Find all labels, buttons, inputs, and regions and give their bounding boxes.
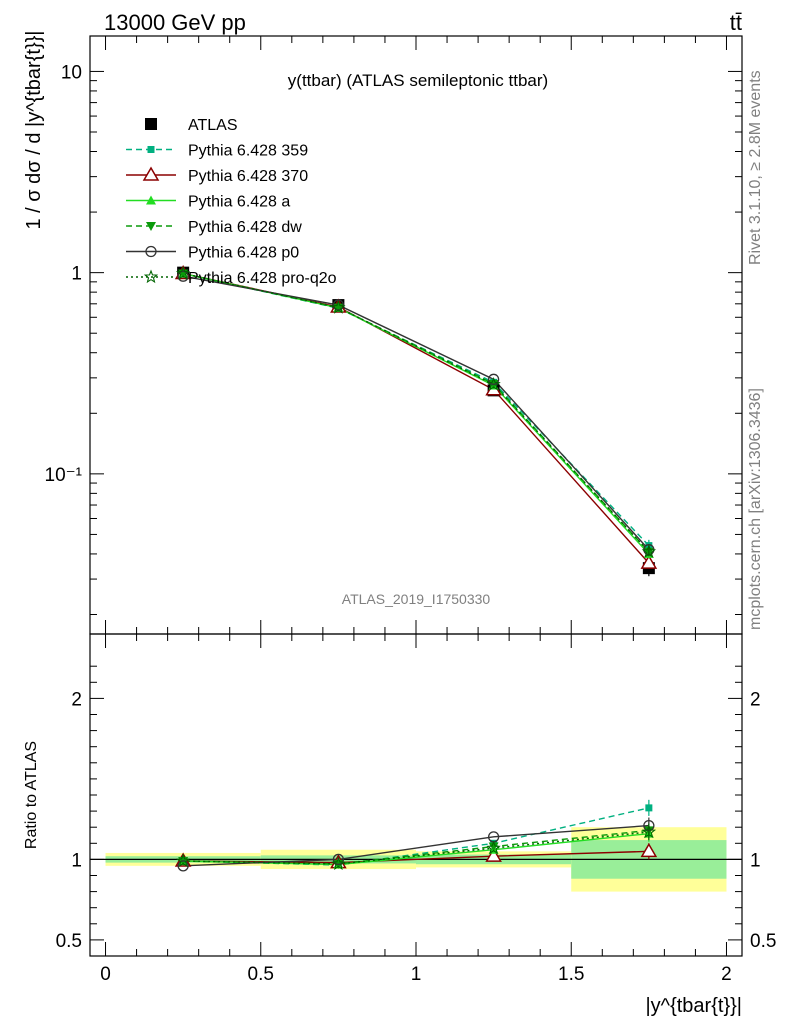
main-series-line xyxy=(182,272,650,555)
legend-marker xyxy=(143,269,159,284)
legend: ATLAS Pythia 6.428 359 Pythia 6.428 370 Pyt… xyxy=(126,117,337,287)
main-y-tick-label: 10⁻¹ xyxy=(45,465,83,486)
ratio-data-point xyxy=(488,842,499,852)
main-series-line xyxy=(182,272,650,553)
legend-label: ATLAS xyxy=(188,117,238,134)
legend-label: Pythia 6.428 dw xyxy=(188,219,302,236)
main-ylabel: 1 / σ dσ / d |y^{tbar{t}}| xyxy=(23,30,45,229)
analysis-watermark: ATLAS_2019_I1750330 xyxy=(342,591,491,607)
main-series-line xyxy=(182,272,650,547)
rivet-label: Rivet 3.1.10, ≥ 2.8M events xyxy=(747,70,764,265)
main-series-line xyxy=(183,275,650,551)
ratio-data-point xyxy=(485,847,502,862)
ratio-ylabel: Ratio to ATLAS xyxy=(23,741,40,849)
main-panel: 10 1 10⁻¹ y(ttbar) (ATLAS semileptonic ttb… xyxy=(23,30,743,635)
main-y-tick-label: 1 xyxy=(71,264,82,285)
main-series-line xyxy=(182,272,650,564)
main-data-point xyxy=(175,266,191,280)
legend-label: Pythia 6.428 359 xyxy=(188,143,308,160)
ratio-series-line xyxy=(183,824,649,867)
legend-marker xyxy=(142,166,160,181)
ratio-y-tick-label-right: 0.5 xyxy=(750,931,776,952)
header-left: 13000 GeV pp xyxy=(104,10,246,35)
ratio-y-tick-label: 0.5 xyxy=(56,931,82,952)
main-data-point xyxy=(487,373,500,385)
ratio-data-point xyxy=(486,840,501,855)
ratio-series-line xyxy=(183,829,649,865)
legend-label: Pythia 6.428 p0 xyxy=(188,245,299,262)
legend-label: Pythia 6.428 a xyxy=(188,194,290,211)
main-series-line xyxy=(182,272,650,553)
ratio-series-line xyxy=(183,807,650,866)
legend-marker xyxy=(146,222,156,231)
x-tick-label: 0.5 xyxy=(248,964,274,985)
x-tick-label: 0 xyxy=(100,964,111,985)
ratio-data-point xyxy=(331,856,346,871)
main-data-point xyxy=(177,270,189,282)
header-right: tt̄ xyxy=(730,10,742,35)
legend-label: Pythia 6.428 pro-q2o xyxy=(188,270,337,287)
ratio-y-tick-label-right: 2 xyxy=(750,689,761,710)
ratio-data-point xyxy=(332,853,345,866)
ratio-data-point xyxy=(177,860,189,872)
legend-label: Pythia 6.428 370 xyxy=(188,168,308,185)
main-y-tick-label: 10 xyxy=(61,62,82,83)
legend-marker xyxy=(145,118,157,130)
ratio-data-point xyxy=(640,842,658,858)
main-data-point xyxy=(331,300,346,314)
main-series-line xyxy=(183,273,649,568)
main-data-point xyxy=(486,376,501,391)
x-axis-label: |y^{tbar{t}}| xyxy=(645,995,742,1017)
ratio-y-tick-label: 2 xyxy=(71,689,82,710)
mcplots-label: mcplots.cern.ch [arXiv:1306.3436] xyxy=(747,388,764,630)
main-data-point xyxy=(640,554,658,569)
ratio-data-point xyxy=(641,824,657,839)
main-title: y(ttbar) (ATLAS semileptonic ttbar) xyxy=(288,71,548,90)
main-data-point xyxy=(641,544,657,558)
ratio-frame xyxy=(89,633,743,957)
x-tick-label: 1.5 xyxy=(558,964,584,985)
ratio-panel: 0.5 0.5 1 1 2 2 0 0.5 1 1.5 2 Ratio to ATLAS |y^{t… xyxy=(23,633,776,1017)
ratio-data-point xyxy=(645,804,653,812)
x-tick-label: 1 xyxy=(411,964,422,985)
ratio-y-tick-label-right: 1 xyxy=(750,850,761,871)
legend-marker xyxy=(146,195,156,205)
legend-marker xyxy=(145,245,157,258)
ratio-data-point xyxy=(175,853,191,868)
x-tick-label: 2 xyxy=(721,964,732,985)
ratio-series-line xyxy=(183,850,649,864)
ratio-y-tick-label: 1 xyxy=(71,850,82,871)
legend-marker xyxy=(147,146,155,153)
